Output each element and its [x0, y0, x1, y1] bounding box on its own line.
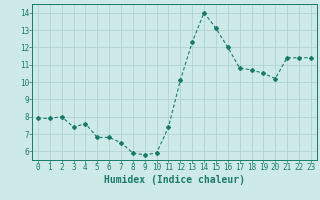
X-axis label: Humidex (Indice chaleur): Humidex (Indice chaleur)	[104, 175, 245, 185]
